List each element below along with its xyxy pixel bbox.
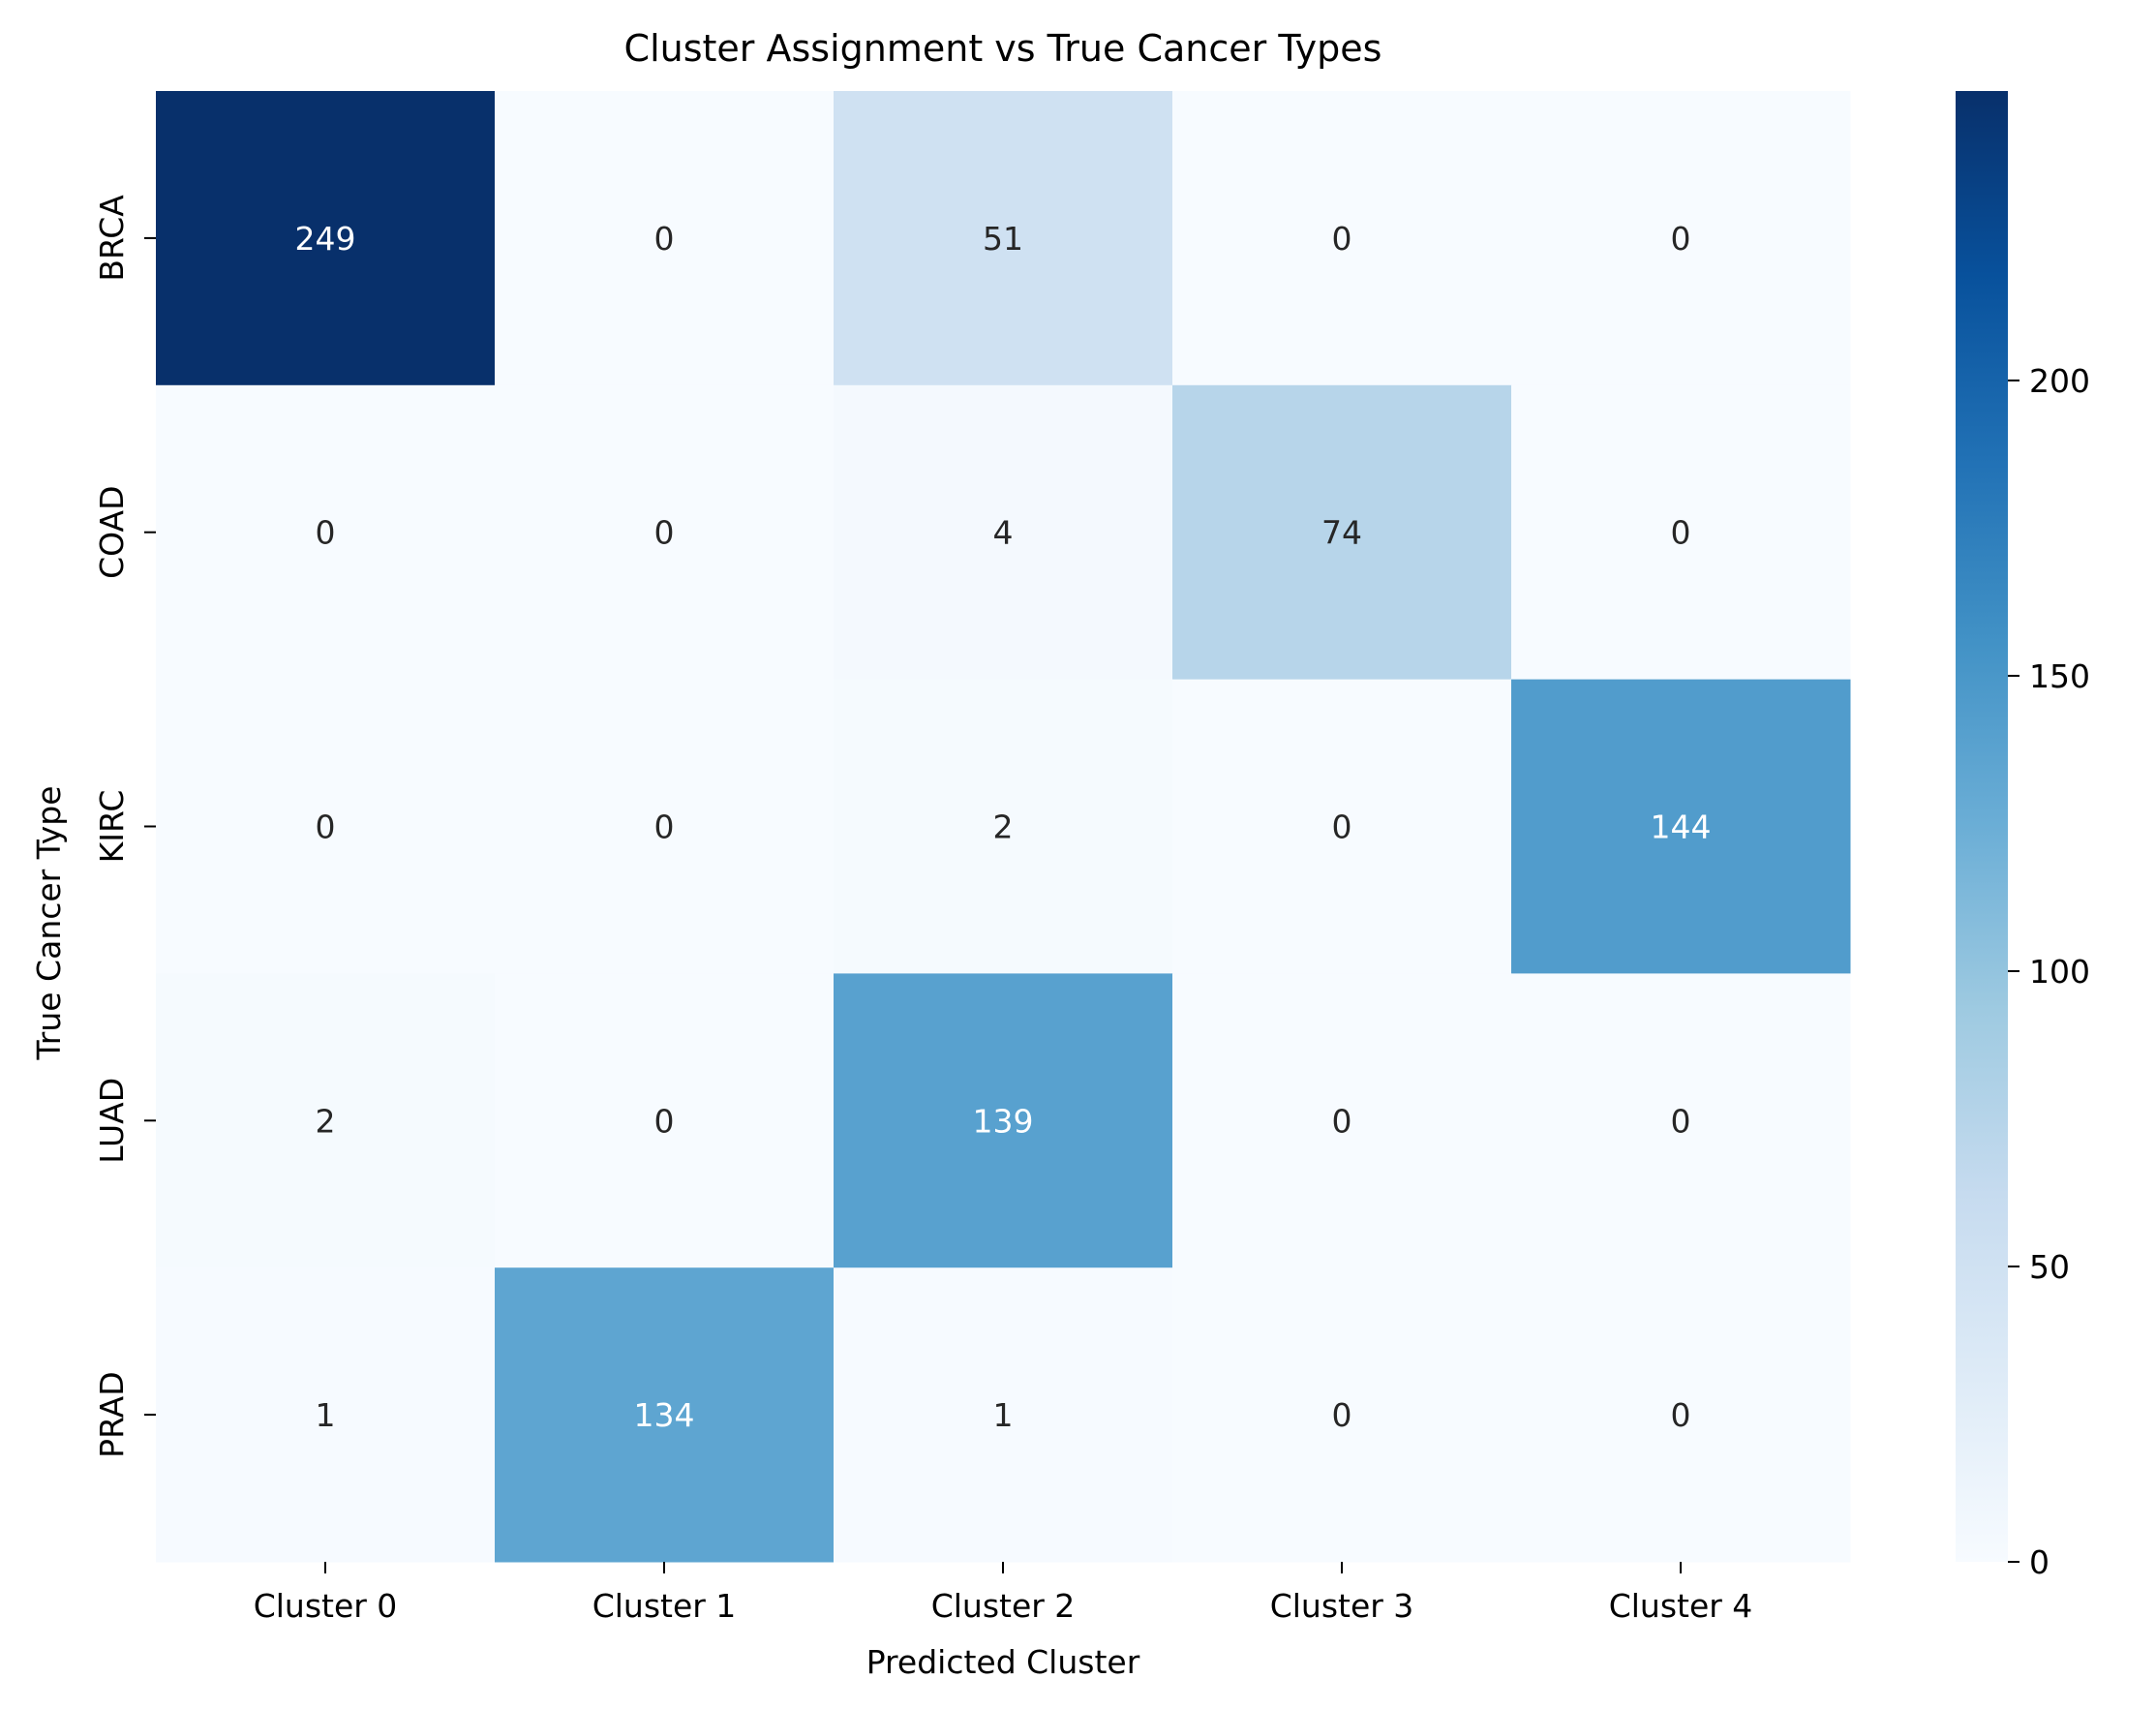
cell-value-label: 139 — [973, 1102, 1034, 1140]
cell-value-label: 0 — [654, 1102, 675, 1140]
heatmap-cell-2-1 — [495, 679, 835, 974]
cell-value-label: 0 — [1332, 220, 1352, 258]
cell-value-label: 2 — [993, 809, 1014, 846]
heatmap-cell-2-4 — [1511, 679, 1851, 974]
colorbar-tick-label: 150 — [2029, 657, 2090, 695]
x-tick-label: Cluster 0 — [254, 1587, 398, 1625]
x-tick-label: Cluster 2 — [931, 1587, 1076, 1625]
heatmap-cell-3-1 — [495, 973, 835, 1268]
heatmap-cell-0-2 — [834, 91, 1173, 386]
heatmap-cell-1-2 — [834, 384, 1173, 681]
y-tick-label: BRCA — [93, 195, 131, 282]
cell-value-label: 0 — [1332, 1102, 1352, 1140]
colorbar-gradient — [1956, 91, 2008, 1562]
y-tick-label: LUAD — [93, 1078, 131, 1164]
cell-value-label: 0 — [654, 220, 675, 258]
heatmap-cells — [156, 91, 1851, 1563]
heatmap-cell-labels: 249 0 51 0 0 0 0 4 74 0 0 0 2 0 144 2 0 139 0 0 1 134 1 0 0 — [295, 220, 1712, 1434]
heatmap-cell-3-0 — [156, 973, 496, 1268]
heatmap-cell-4-2 — [834, 1267, 1173, 1563]
cell-value-label: 1 — [993, 1396, 1014, 1434]
y-tick-label: KIRC — [93, 790, 131, 864]
chart-title: Cluster Assignment vs True Cancer Types — [624, 27, 1382, 70]
cell-value-label: 1 — [316, 1396, 336, 1434]
cell-value-label: 0 — [1671, 220, 1691, 258]
heatmap-cell-0-1 — [495, 91, 835, 386]
cell-value-label: 0 — [316, 809, 336, 846]
y-tick-label: PRAD — [93, 1371, 131, 1457]
cell-value-label: 0 — [1671, 1396, 1691, 1434]
heatmap-cell-0-4 — [1511, 91, 1851, 386]
y-tick-label: COAD — [93, 485, 131, 578]
heatmap-cell-3-4 — [1511, 973, 1851, 1268]
cell-value-label: 4 — [993, 514, 1014, 552]
colorbar-tick-label: 0 — [2029, 1543, 2050, 1581]
x-axis-label: Predicted Cluster — [866, 1643, 1140, 1681]
heatmap-cell-2-2 — [834, 679, 1173, 974]
cell-value-label: 134 — [634, 1396, 695, 1434]
cell-value-label: 0 — [1332, 809, 1352, 846]
heatmap-cell-4-4 — [1511, 1267, 1851, 1563]
heatmap-cell-0-3 — [1172, 91, 1512, 386]
colorbar-tick-label: 100 — [2029, 953, 2090, 991]
heatmap-cell-4-1 — [495, 1267, 835, 1563]
colorbar: 0 50 100 150 200 — [1956, 91, 2090, 1581]
x-tick-label: Cluster 4 — [1609, 1587, 1753, 1625]
cell-value-label: 0 — [1332, 1396, 1352, 1434]
heatmap-cell-0-0 — [156, 91, 496, 386]
y-axis: BRCA COAD KIRC LUAD PRAD — [93, 195, 156, 1458]
cell-value-label: 0 — [316, 514, 336, 552]
cell-value-label: 249 — [295, 220, 356, 258]
x-tick-label: Cluster 1 — [592, 1587, 737, 1625]
colorbar-tick-label: 50 — [2029, 1248, 2070, 1286]
cell-value-label: 144 — [1651, 809, 1712, 846]
heatmap-cell-2-0 — [156, 679, 496, 974]
heatmap-cell-1-1 — [495, 384, 835, 681]
heatmap-cell-1-0 — [156, 384, 496, 681]
cell-value-label: 0 — [654, 514, 675, 552]
heatmap-cell-1-3 — [1172, 384, 1512, 681]
cell-value-label: 0 — [654, 809, 675, 846]
cell-value-label: 0 — [1671, 1102, 1691, 1140]
x-axis: Cluster 0 Cluster 1 Cluster 2 Cluster 3 Clus… — [254, 1562, 1753, 1625]
cell-value-label: 0 — [1671, 514, 1691, 552]
x-tick-label: Cluster 3 — [1270, 1587, 1414, 1625]
heatmap-cell-4-3 — [1172, 1267, 1512, 1563]
heatmap-cell-2-3 — [1172, 679, 1512, 974]
heatmap-cell-4-0 — [156, 1267, 496, 1563]
colorbar-tick-label: 200 — [2029, 362, 2090, 400]
heatmap-cell-3-2 — [834, 973, 1173, 1268]
y-axis-label: True Cancer Type — [30, 785, 68, 1060]
heatmap-cell-3-3 — [1172, 973, 1512, 1268]
cell-value-label: 2 — [316, 1102, 336, 1140]
cell-value-label: 74 — [1321, 514, 1362, 552]
cell-value-label: 51 — [983, 220, 1023, 258]
heatmap-cell-1-4 — [1511, 384, 1851, 681]
